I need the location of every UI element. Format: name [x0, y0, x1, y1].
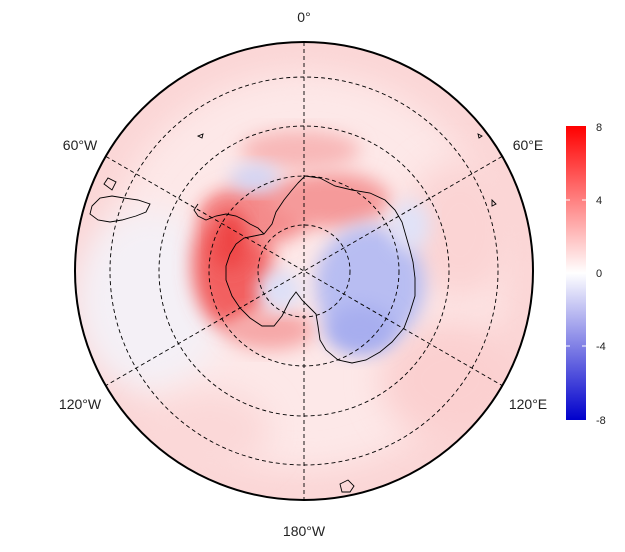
lon-label-0: 0° — [297, 9, 310, 25]
coastlines — [89, 133, 497, 493]
lon-label-120e: 120°E — [509, 396, 547, 412]
island-small-3 — [491, 198, 497, 207]
south-america-coastline — [89, 195, 151, 223]
antarctica-coastline — [225, 175, 416, 364]
colorbar-tickmarks — [566, 199, 586, 347]
colorbar-tick-label: -4 — [596, 341, 606, 353]
colorbar-tick-label: 0 — [596, 268, 602, 280]
south-america-tip — [103, 177, 117, 191]
lon-label-60e: 60°E — [513, 137, 544, 153]
island-small-2 — [477, 133, 483, 139]
colorbar-tick-label: -8 — [596, 415, 606, 427]
anomaly-field — [75, 42, 533, 500]
meridian-60w-120e — [105, 156, 503, 386]
lon-label-120w: 120°W — [59, 396, 102, 412]
map-boundary — [74, 41, 534, 501]
antarctic-peninsula-coastline — [193, 203, 265, 235]
colorbar-gradient — [566, 126, 586, 420]
lon-label-60w: 60°W — [63, 137, 98, 153]
meridian-60e-120w — [105, 156, 503, 386]
colorbar: 8 4 0 -4 -8 — [566, 122, 606, 427]
colorbar-tick-label: 4 — [596, 195, 602, 207]
island-small-1 — [196, 133, 204, 139]
island-subantarctic — [339, 479, 355, 493]
lon-label-180w: 180°W — [283, 523, 326, 539]
colorbar-tick-label: 8 — [596, 122, 602, 134]
graticule — [105, 42, 503, 500]
